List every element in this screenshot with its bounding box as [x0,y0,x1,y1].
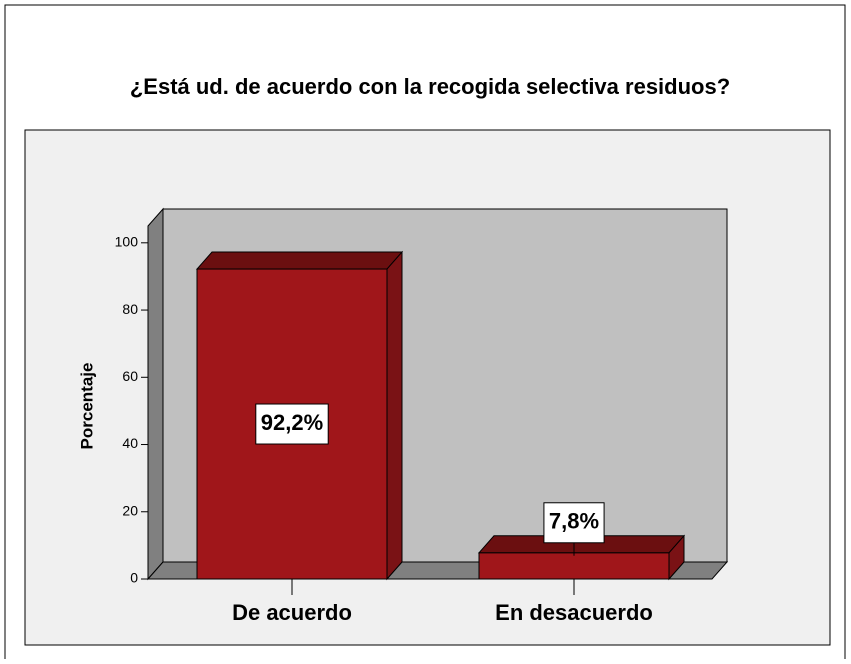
bar-side [668,534,685,581]
y-tick-label: 40 [122,435,138,451]
y-axis-label: Porcentaje [77,363,96,450]
x-tick-label: En desacuerdo [495,600,653,625]
value-label: 7,8% [549,509,599,534]
chart-title: ¿Está ud. de acuerdo con la recogida sel… [130,74,730,99]
side-wall [147,207,164,581]
y-tick-label: 80 [122,301,138,317]
y-tick-label: 60 [122,368,138,384]
y-tick-label: 0 [130,570,138,586]
bar-side [386,250,403,581]
x-tick-label: De acuerdo [232,600,352,625]
y-tick-label: 100 [115,234,139,250]
value-label: 92,2% [261,410,323,435]
value-label-box [255,403,329,445]
bar [478,552,670,580]
y-tick-label: 20 [122,502,138,518]
bar-top [195,251,404,270]
value-label-box [543,502,605,544]
